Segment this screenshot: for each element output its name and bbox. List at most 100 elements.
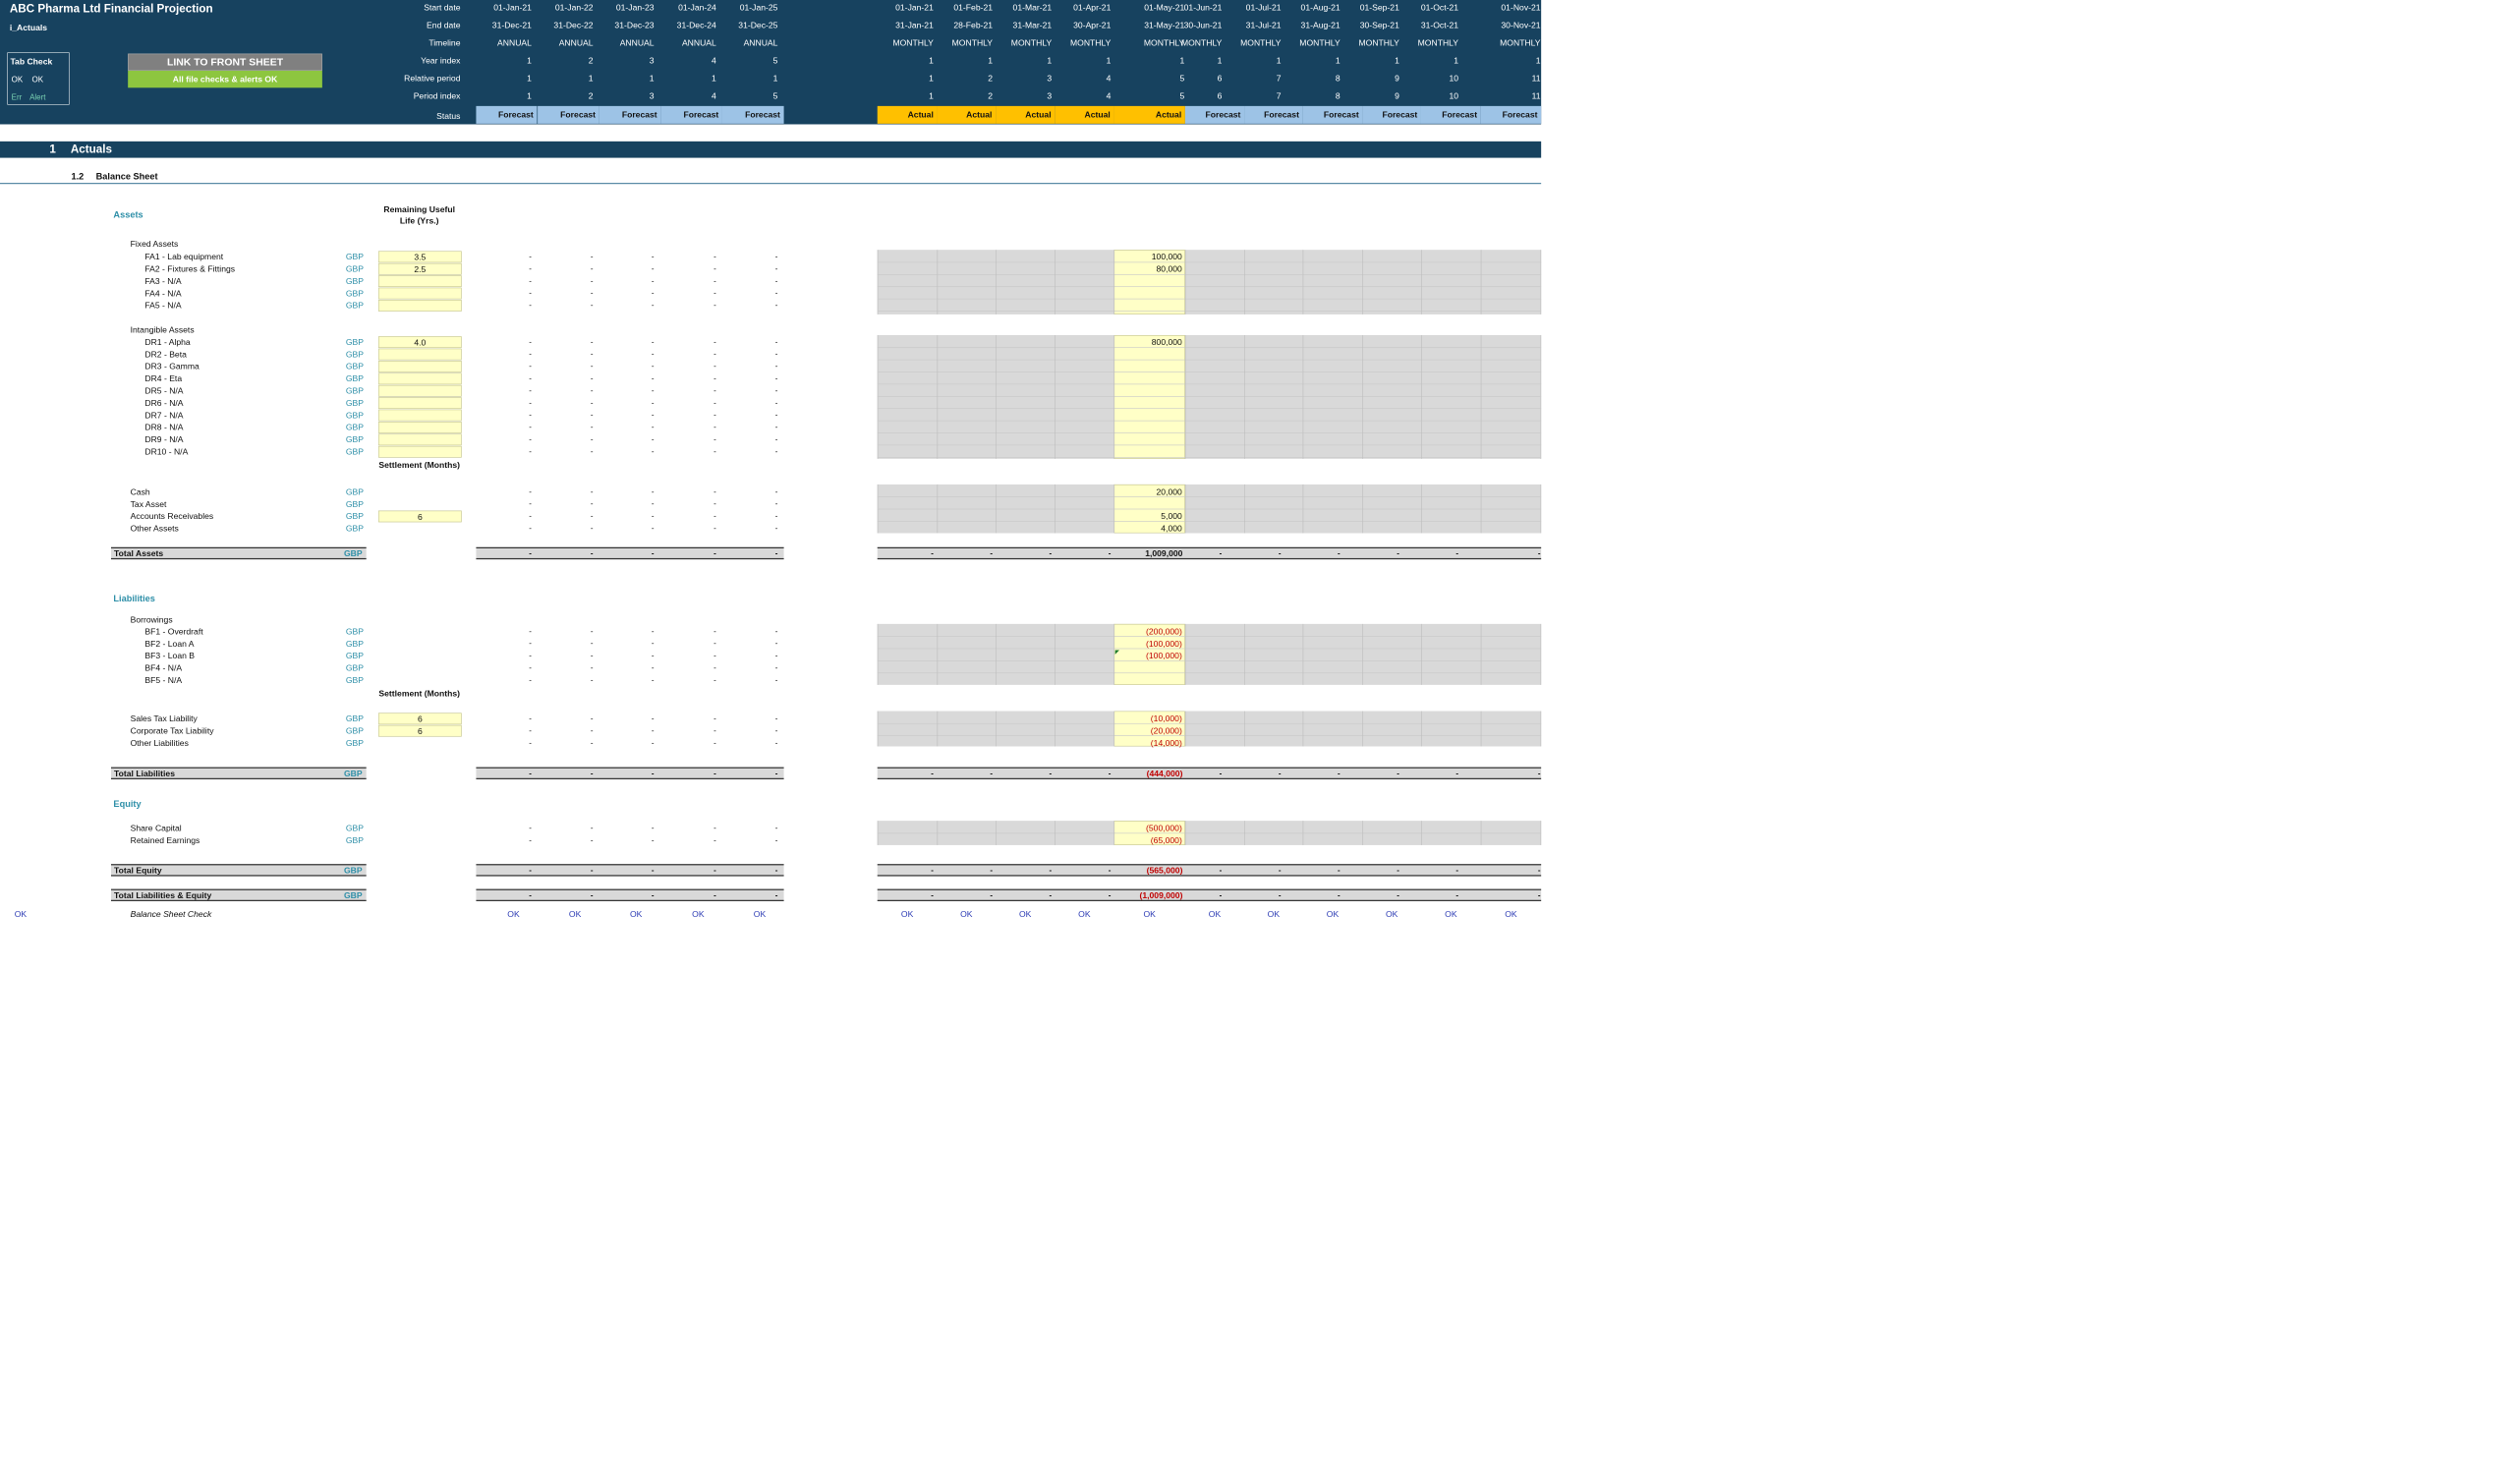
monthly-timeline: MONTHLY xyxy=(1500,37,1541,48)
annual-value: - xyxy=(529,626,532,636)
parameter-input[interactable] xyxy=(377,384,462,397)
may-actual-value[interactable]: (20,000) xyxy=(1150,725,1182,736)
may-actual-value[interactable] xyxy=(1114,397,1182,409)
group-fixed-assets: Fixed Assets xyxy=(130,239,179,249)
may-actual-value[interactable] xyxy=(1114,674,1182,686)
grid-column-line xyxy=(1362,821,1364,845)
annual-value: - xyxy=(713,823,716,832)
timeline-row-label: End date xyxy=(427,20,461,30)
annual-value: - xyxy=(529,252,532,261)
may-input-column[interactable] xyxy=(1113,711,1185,747)
may-actual-value[interactable] xyxy=(1114,661,1182,673)
grid-line xyxy=(877,496,1542,497)
may-actual-value[interactable]: (500,000) xyxy=(1146,823,1182,833)
parameter-input[interactable] xyxy=(377,372,462,385)
may-actual-value[interactable]: 800,000 xyxy=(1151,336,1182,347)
may-actual-value[interactable] xyxy=(1114,299,1182,311)
total-monthly-value: - xyxy=(1338,865,1341,875)
monthly-timeline: MONTHLY xyxy=(1240,37,1282,48)
monthly-rel: 5 xyxy=(1179,73,1185,84)
parameter-input[interactable]: 6 xyxy=(377,724,462,737)
grid-line xyxy=(877,347,1542,349)
annual-value: - xyxy=(590,263,594,273)
may-actual-value[interactable] xyxy=(1114,287,1182,299)
total-may-value: 1,009,000 xyxy=(1145,548,1183,558)
annual-value: - xyxy=(651,725,655,735)
grid-column-line xyxy=(996,711,997,747)
parameter-input[interactable]: 3.5 xyxy=(377,251,462,263)
may-actual-value[interactable]: (14,000) xyxy=(1150,737,1182,748)
parameter-input[interactable] xyxy=(377,300,462,312)
parameter-input[interactable] xyxy=(377,445,462,458)
may-actual-value[interactable] xyxy=(1114,348,1182,360)
parameter-input[interactable] xyxy=(377,409,462,422)
subsection-underline xyxy=(0,183,1542,185)
may-actual-value[interactable] xyxy=(1114,275,1182,287)
may-actual-value[interactable]: 5,000 xyxy=(1161,511,1182,522)
may-actual-value[interactable]: 100,000 xyxy=(1151,252,1182,261)
grid-line xyxy=(877,672,1542,674)
annual-end: 31-Dec-21 xyxy=(491,20,532,30)
may-actual-value[interactable] xyxy=(1114,445,1182,457)
may-actual-value[interactable] xyxy=(1114,360,1182,371)
may-actual-value[interactable]: (100,000) xyxy=(1146,638,1182,649)
may-actual-value[interactable] xyxy=(1114,498,1182,510)
annual-value: - xyxy=(774,397,778,408)
parameter-input[interactable] xyxy=(377,287,462,300)
may-actual-value[interactable] xyxy=(1114,372,1182,384)
parameter-input[interactable] xyxy=(377,348,462,361)
may-actual-value[interactable]: (10,000) xyxy=(1150,713,1182,723)
may-actual-value[interactable]: (65,000) xyxy=(1150,835,1182,845)
total-unit: GBP xyxy=(343,865,363,876)
may-actual-value[interactable] xyxy=(1114,433,1182,445)
section-title: Actuals xyxy=(70,143,112,156)
parameter-input[interactable] xyxy=(377,397,462,410)
may-actual-value[interactable]: 20,000 xyxy=(1156,486,1182,497)
link-to-front-sheet-button[interactable]: LINK TO FRONT SHEET xyxy=(128,53,322,71)
total-monthly-value: - xyxy=(1108,768,1112,778)
parameter-input[interactable] xyxy=(377,361,462,372)
total-monthly-value: - xyxy=(990,865,994,875)
may-actual-value[interactable] xyxy=(1114,409,1182,421)
parameter-value xyxy=(379,349,462,361)
total-annual-value: - xyxy=(651,548,655,558)
parameter-input[interactable] xyxy=(377,433,462,446)
monthly-idx: 3 xyxy=(1047,90,1053,101)
annual-timeline: ANNUAL xyxy=(558,37,594,48)
annual-timeline: ANNUAL xyxy=(619,37,655,48)
monthly-start: 01-Sep-21 xyxy=(1359,2,1399,13)
annual-value: - xyxy=(590,651,594,660)
may-input-column[interactable] xyxy=(1113,623,1185,685)
total-monthly-value: - xyxy=(1049,889,1053,900)
parameter-input[interactable] xyxy=(377,422,462,433)
grid-column-line xyxy=(1420,623,1422,685)
total-monthly-value: - xyxy=(1455,768,1459,778)
actuals-input-area xyxy=(877,623,1542,685)
annual-value: - xyxy=(713,713,716,723)
parameter-input[interactable]: 6 xyxy=(377,510,462,523)
annual-rel: 1 xyxy=(772,73,778,84)
total-annual-value: - xyxy=(713,548,716,558)
annual-value: - xyxy=(529,713,532,723)
may-input-column[interactable] xyxy=(1113,250,1185,314)
grid-column-line xyxy=(1420,335,1422,459)
may-actual-value[interactable] xyxy=(1114,421,1182,432)
may-actual-value[interactable]: 4,000 xyxy=(1161,523,1182,534)
may-actual-value[interactable]: 80,000 xyxy=(1156,263,1182,274)
may-actual-value[interactable]: (100,000) xyxy=(1146,651,1182,661)
total-annual-value: - xyxy=(529,548,532,558)
total-annual-value: - xyxy=(529,768,532,778)
annual-value: - xyxy=(651,498,655,509)
parameter-input[interactable]: 2.5 xyxy=(377,262,462,275)
may-input-column[interactable] xyxy=(1113,484,1185,534)
annual-value: - xyxy=(774,835,778,845)
may-actual-value[interactable]: (200,000) xyxy=(1146,626,1182,637)
unit-label: GBP xyxy=(345,300,364,311)
parameter-input[interactable]: 4.0 xyxy=(377,336,462,349)
may-actual-value[interactable] xyxy=(1114,384,1182,396)
annual-value: - xyxy=(713,373,716,383)
monthly-timeline: MONTHLY xyxy=(1143,37,1185,48)
monthly-rel: 7 xyxy=(1276,73,1282,84)
parameter-input[interactable] xyxy=(377,275,462,288)
parameter-input[interactable]: 6 xyxy=(377,713,462,725)
